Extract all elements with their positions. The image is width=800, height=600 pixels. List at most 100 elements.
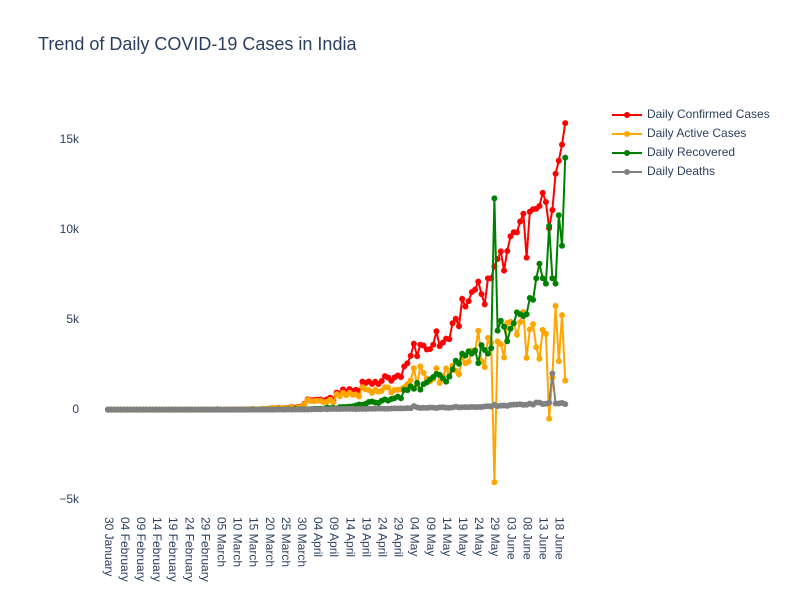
x-tick-label: 08 June (520, 517, 534, 560)
data-point (443, 365, 450, 372)
data-point (433, 328, 440, 335)
data-point (410, 385, 417, 392)
data-point (562, 120, 569, 127)
data-point (465, 298, 472, 305)
data-point (536, 260, 543, 267)
data-point (414, 353, 421, 360)
data-point (475, 278, 482, 285)
data-point (530, 296, 537, 303)
legend-marker (624, 169, 630, 175)
data-point (559, 242, 566, 249)
data-point (356, 393, 363, 400)
y-tick-label: 10k (60, 222, 80, 236)
data-point (436, 380, 443, 387)
data-point (449, 366, 456, 373)
data-point (562, 377, 569, 384)
x-tick-label: 30 January (102, 517, 116, 576)
data-point (501, 323, 508, 330)
data-point (410, 340, 417, 347)
legend-label: Daily Active Cases (647, 126, 746, 140)
data-point (404, 360, 411, 367)
data-point (517, 319, 524, 326)
data-point (501, 354, 508, 361)
series (105, 370, 569, 413)
data-point (536, 355, 543, 362)
data-point (446, 373, 453, 380)
x-tick-label: 14 May (440, 517, 454, 556)
data-point (481, 364, 488, 371)
data-point (555, 157, 562, 164)
x-tick-label: 29 May (488, 517, 502, 556)
x-tick-label: 03 June (504, 517, 518, 560)
data-point (539, 275, 546, 282)
data-point (542, 199, 549, 206)
legend-label: Daily Confirmed Cases (647, 107, 770, 121)
data-point (484, 350, 491, 357)
y-tick-label: 0 (72, 402, 79, 416)
data-point (407, 377, 414, 384)
data-point (507, 325, 514, 332)
data-point (491, 195, 498, 202)
data-point (513, 331, 520, 338)
data-point (497, 341, 504, 348)
data-point (491, 479, 498, 486)
data-point (530, 321, 537, 328)
x-tick-label: 10 March (231, 517, 245, 567)
data-point (533, 344, 540, 351)
x-tick-label: 24 February (182, 517, 196, 582)
data-point (559, 141, 566, 148)
data-point (417, 386, 424, 393)
x-tick-label: 09 February (134, 517, 148, 582)
data-point (523, 311, 530, 318)
data-point (533, 275, 540, 282)
x-tick-label: 04 April (311, 517, 325, 557)
x-tick-label: 24 May (472, 517, 486, 556)
data-point (523, 354, 530, 361)
data-point (504, 338, 511, 345)
data-point (330, 399, 337, 406)
x-tick-label: 04 February (118, 517, 132, 582)
data-point (449, 320, 456, 327)
data-point (542, 330, 549, 337)
data-point (439, 339, 446, 346)
data-point (398, 395, 405, 402)
series (105, 154, 569, 413)
y-tick-label: −5k (59, 492, 80, 506)
data-point (481, 301, 488, 308)
x-tick-label: 14 February (150, 517, 164, 582)
data-point (465, 358, 472, 365)
data-point (523, 254, 530, 261)
data-point (301, 401, 308, 408)
x-tick-label: 15 March (247, 517, 261, 567)
legend-label: Daily Deaths (647, 164, 715, 178)
legend-marker (624, 112, 630, 118)
y-tick-label: 15k (60, 132, 80, 146)
x-tick-label: 05 March (215, 517, 229, 567)
x-tick-label: 09 April (327, 517, 341, 557)
legend-marker (624, 131, 630, 137)
data-point (475, 327, 482, 334)
data-point (472, 286, 479, 293)
data-point (517, 218, 524, 225)
data-point (452, 315, 459, 322)
data-point (536, 202, 543, 209)
data-point (549, 207, 556, 214)
data-point (552, 302, 559, 309)
data-point (555, 212, 562, 219)
data-point (398, 373, 405, 380)
y-tick-label: 5k (66, 312, 80, 326)
data-point (420, 369, 427, 376)
data-point (378, 378, 385, 385)
data-point (542, 280, 549, 287)
x-tick-label: 09 May (424, 517, 438, 556)
data-point (549, 275, 556, 282)
data-point (420, 342, 427, 349)
data-point (430, 341, 437, 348)
data-point (555, 358, 562, 365)
x-tick-label: 19 May (456, 517, 470, 556)
data-point (510, 320, 517, 327)
data-point (552, 280, 559, 287)
data-point (549, 370, 556, 377)
